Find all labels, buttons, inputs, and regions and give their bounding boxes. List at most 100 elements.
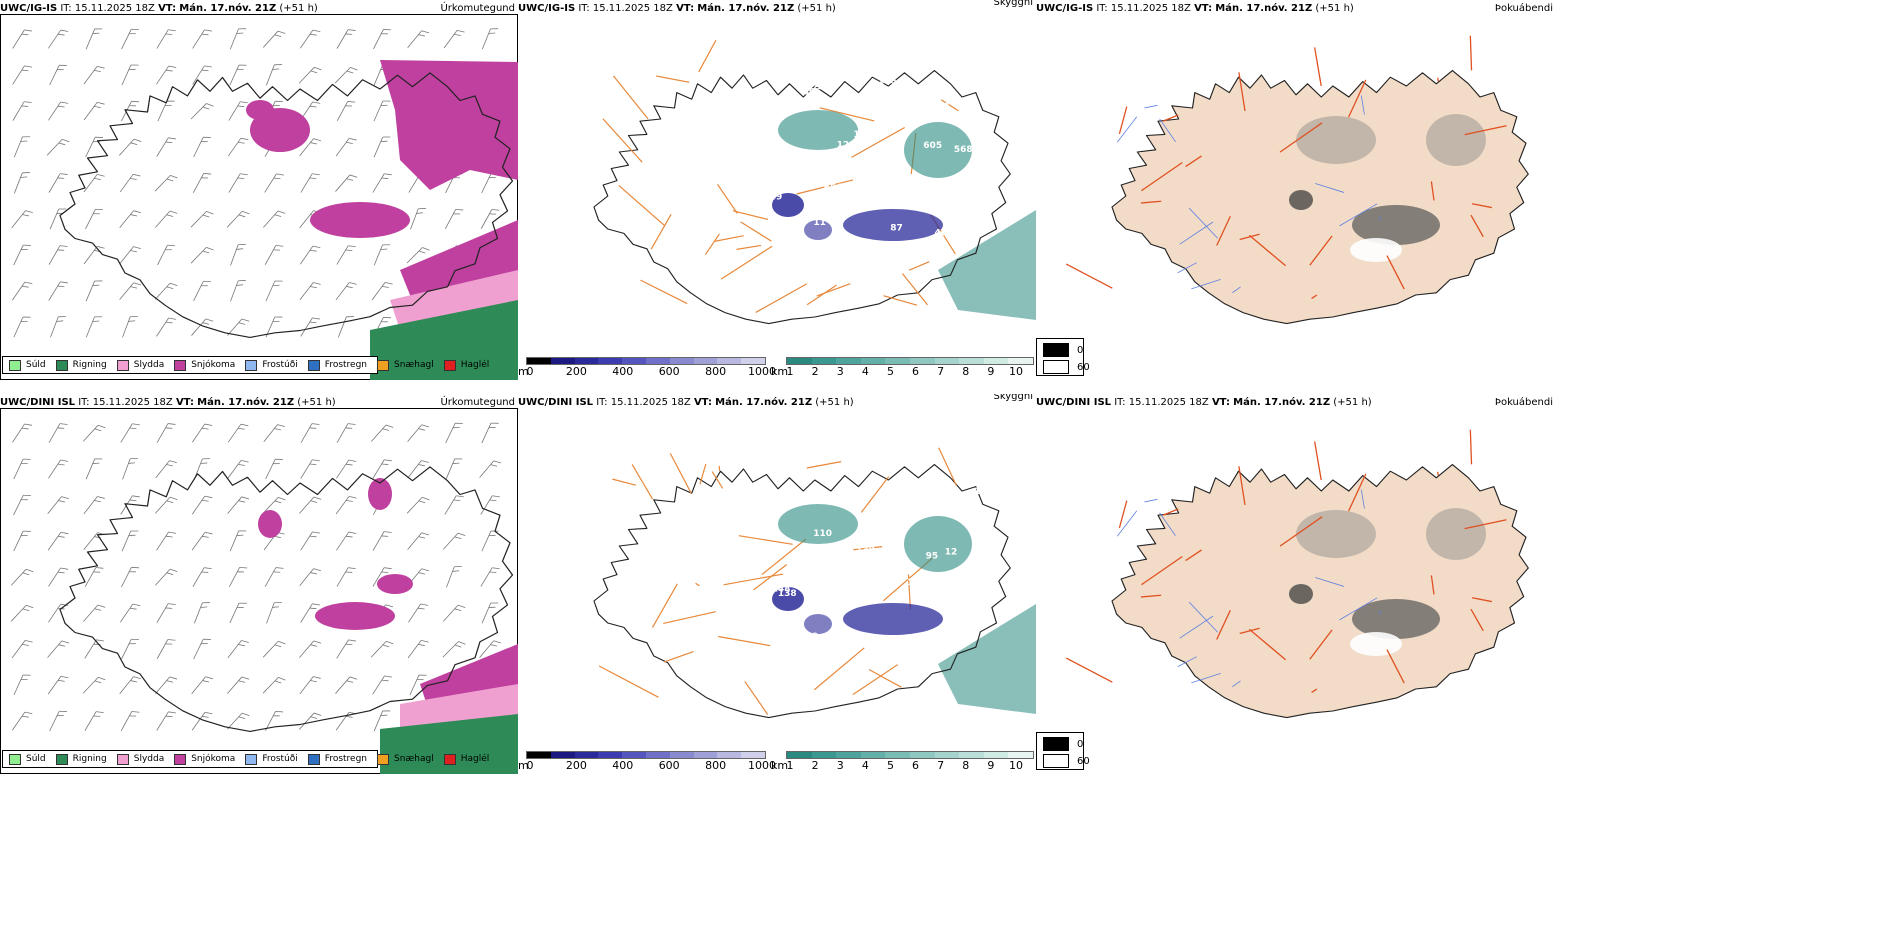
fog-area xyxy=(843,603,943,635)
wind-barb-icon xyxy=(192,173,212,194)
glacier-area xyxy=(1350,238,1402,262)
wind-barb-icon xyxy=(444,209,464,230)
river-line xyxy=(1315,183,1345,193)
wind-barb-icon xyxy=(156,711,176,731)
wind-barb-icon xyxy=(120,495,140,515)
wind-barb-icon xyxy=(11,639,33,659)
colorbar-tick: 4 xyxy=(861,365,869,378)
snow-area xyxy=(246,100,274,120)
wind-barb-icon xyxy=(157,244,176,266)
vt-label: VT: xyxy=(1194,3,1213,14)
cloud-legend-value: 60 xyxy=(1077,361,1090,373)
visibility-label: 87 xyxy=(890,224,903,234)
model-name: UWC/DINI ISL xyxy=(1036,397,1112,408)
colorbar-tick: 0 xyxy=(526,365,534,378)
road-line xyxy=(1239,627,1260,635)
legend-swatch xyxy=(245,753,258,765)
road-line xyxy=(631,464,654,500)
wind-barb-icon xyxy=(262,496,286,514)
colorbar-tick: 0 xyxy=(526,759,534,772)
wind-barb-icon xyxy=(154,174,178,192)
road-line xyxy=(907,574,912,610)
legend-swatch xyxy=(174,753,187,765)
wind-barb-icon xyxy=(119,282,142,300)
precip-panel-row2: UWC/DINI ISL IT: 15.11.2025 18Z VT: Mán.… xyxy=(0,394,518,774)
wind-barb-icon xyxy=(407,30,430,48)
wind-barb-icon xyxy=(230,280,246,302)
snow-area xyxy=(380,60,518,190)
wind-barb-icon xyxy=(13,136,31,158)
panel-title: Skyggni xyxy=(993,394,1033,402)
height-ticks: 0 200 400 600 800 1000 xyxy=(526,365,777,379)
wind-barb-icon xyxy=(48,245,68,265)
wind-barb-icon xyxy=(299,676,321,695)
low-visibility-area xyxy=(938,210,1036,320)
fog-area xyxy=(772,193,804,217)
road-line xyxy=(753,564,788,591)
iceland-landmass xyxy=(1111,464,1529,719)
legend-swatch xyxy=(307,359,320,371)
road-line xyxy=(718,635,771,647)
precip-map xyxy=(11,28,518,380)
iceland-coastline xyxy=(593,464,1011,719)
wind-barb-icon xyxy=(263,424,285,443)
legend-label: Snæhagl xyxy=(394,360,434,370)
wind-barb-icon xyxy=(228,566,248,588)
wind-barb-icon xyxy=(444,495,464,515)
river-line xyxy=(1339,597,1378,621)
river-line xyxy=(1188,207,1218,239)
wind-barb-icon xyxy=(300,317,321,337)
it-label: IT: xyxy=(1114,397,1126,408)
fog-index-area xyxy=(1426,114,1486,166)
legend-swatch xyxy=(174,359,187,371)
road-line xyxy=(744,681,769,715)
wind-barb-icon xyxy=(299,245,321,265)
legend-item: Slydda xyxy=(116,359,164,371)
road-line xyxy=(1248,234,1287,267)
fog-area xyxy=(804,614,832,634)
lead-time: (+51 h) xyxy=(297,397,336,408)
height-unit: m xyxy=(518,759,529,772)
cloud-swatch-0 xyxy=(1043,343,1069,357)
wind-barb-icon xyxy=(119,210,142,229)
river-line xyxy=(1179,615,1214,639)
colorbar-tick: 600 xyxy=(658,759,680,772)
wind-barb-icon xyxy=(229,28,247,50)
wind-barb-icon xyxy=(190,103,214,120)
wind-barb-icon xyxy=(406,247,430,264)
legend-label: Frostúði xyxy=(262,360,298,370)
panel-title: Skyggni xyxy=(993,0,1033,8)
road-line xyxy=(1216,216,1231,246)
legend-swatch xyxy=(9,359,21,371)
legend-swatch xyxy=(116,359,129,371)
river-line xyxy=(1232,680,1241,688)
visibility-label: 112 xyxy=(907,578,926,588)
legend-swatch xyxy=(377,753,390,765)
wind-barb-icon xyxy=(156,137,176,157)
road-line xyxy=(761,538,807,575)
legend-swatch xyxy=(9,753,21,765)
wind-barb-icon xyxy=(121,28,139,50)
snow-area xyxy=(368,478,392,510)
wind-barb-icon xyxy=(227,459,249,479)
river-line xyxy=(1159,118,1176,142)
wind-barb-icon xyxy=(48,423,68,443)
panel-title: Þokuábendi xyxy=(1494,3,1553,14)
wind-barb-icon xyxy=(481,422,499,444)
panel-title: Þokuábendi xyxy=(1494,397,1553,408)
road-line xyxy=(819,107,875,122)
wind-barb-icon xyxy=(13,244,31,266)
legend-label: Snæhagl xyxy=(394,754,434,764)
fog-index-area xyxy=(1352,599,1440,639)
cloud-legend-value: 0 xyxy=(1077,344,1084,356)
wind-barb-icon xyxy=(263,30,286,48)
wind-barb-icon xyxy=(192,567,212,587)
road-line xyxy=(663,611,716,625)
wind-barb-icon xyxy=(407,460,429,479)
road-line xyxy=(1470,214,1484,238)
wind-barb-icon xyxy=(191,531,213,551)
visibility-label: 26 xyxy=(781,105,794,115)
wind-barb-icon xyxy=(262,677,286,694)
road-line xyxy=(618,184,666,227)
legend-item: Snæhagl xyxy=(377,359,434,371)
